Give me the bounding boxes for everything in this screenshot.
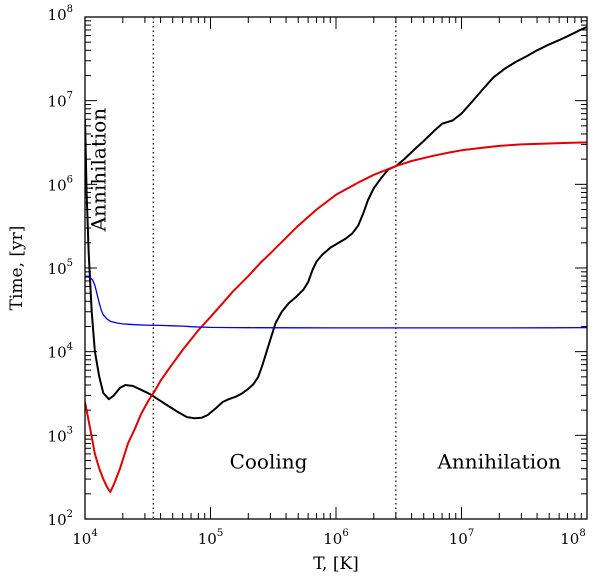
red-curve [85, 141, 587, 493]
axis-ticks [84, 16, 588, 520]
region-annotation: Annihilation [436, 450, 561, 474]
y-tick-label: 108 [48, 4, 73, 24]
vertical-reference-lines [152, 17, 397, 519]
black-curve [85, 26, 587, 420]
x-axis-label: T, [K] [313, 554, 359, 574]
x-tick-label: 107 [449, 528, 474, 548]
x-tick-label: 105 [198, 528, 223, 548]
x-tick-label: 106 [323, 528, 348, 548]
data-curves [85, 26, 587, 493]
region-annotation: Annihilation [86, 108, 110, 233]
x-tick-label: 108 [560, 528, 585, 548]
annotations: Annihilation Cooling Annihilation [86, 108, 561, 474]
blue-curve [85, 276, 587, 329]
y-tick-label: 107 [48, 91, 73, 111]
y-tick-label: 105 [48, 258, 73, 278]
y-tick-label: 106 [48, 174, 73, 194]
y-tick-label: 102 [48, 509, 73, 529]
y-axis-label: Time, [yr] [7, 226, 27, 311]
x-tick-label: 104 [72, 528, 97, 548]
region-annotation: Cooling [230, 450, 308, 474]
plot-frame [84, 16, 588, 520]
y-tick-label: 103 [48, 425, 73, 445]
y-tick-label: 104 [48, 342, 73, 362]
